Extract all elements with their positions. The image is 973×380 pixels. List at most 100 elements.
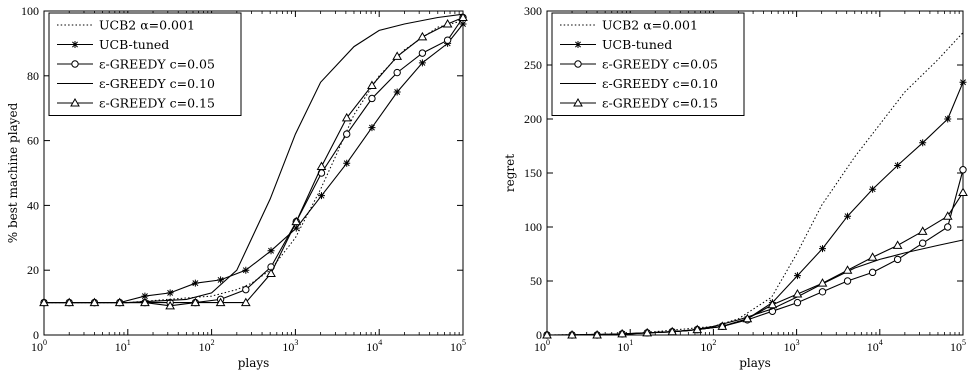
data-point [918, 239, 927, 247]
x-tick-label: 102 [199, 338, 215, 354]
data-point [843, 277, 852, 285]
data-point [341, 112, 352, 122]
data-point [417, 31, 428, 41]
legend: UCB2 α=0.001 UCB-tuned ε-GREEDY c=0.05 ε-GR… [551, 12, 745, 116]
data-point [368, 94, 376, 103]
plot-frame [43, 10, 464, 336]
data-point [191, 279, 199, 287]
data-point [242, 266, 250, 274]
y-tick-label: 250 [524, 58, 542, 72]
data-point [842, 265, 853, 274]
data-point [567, 329, 577, 339]
data-point [114, 297, 125, 307]
series-2 [543, 78, 967, 339]
x-tick-label: 101 [617, 338, 633, 354]
y-tick-label: 40 [27, 198, 39, 212]
data-point [70, 97, 80, 107]
data-point [742, 313, 753, 323]
data-point [291, 216, 302, 226]
y-tick-label: 150 [524, 166, 542, 180]
legend-entry: ε-GREEDY c=0.15 [99, 96, 215, 111]
legend: UCB2 α=0.001 UCB-tuned ε-GREEDY c=0.05 ε-GR… [48, 12, 242, 116]
x-tick-label: 100 [31, 338, 47, 354]
data-point [667, 326, 678, 336]
data-point [71, 41, 79, 48]
data-point [418, 49, 427, 57]
x-tick-label: 103 [784, 338, 800, 354]
data-point [166, 289, 174, 297]
data-point [217, 276, 225, 284]
x-tick-label: 100 [534, 338, 550, 354]
data-point [793, 298, 802, 307]
series-line [44, 16, 464, 307]
data-point [393, 68, 401, 77]
data-point [892, 240, 903, 249]
y-axis-label: regret [503, 154, 517, 192]
data-point [767, 299, 778, 309]
data-point [442, 18, 453, 28]
data-point [642, 327, 653, 337]
y-tick-label: 300 [524, 4, 542, 18]
data-point [817, 278, 828, 287]
data-point [458, 12, 468, 21]
data-point [944, 115, 952, 123]
data-point [592, 329, 602, 339]
data-point [617, 328, 627, 338]
data-point [574, 41, 582, 48]
data-point [844, 212, 852, 220]
legend-entry: UCB-tuned [99, 37, 169, 52]
y-tick-label: 200 [524, 112, 542, 126]
data-point [343, 130, 351, 138]
data-point [894, 161, 902, 169]
y-tick-label: 60 [27, 134, 39, 148]
x-tick-label: 101 [115, 338, 131, 354]
series-line [547, 192, 964, 336]
data-point [818, 288, 827, 296]
data-point [89, 297, 100, 307]
data-point [392, 51, 403, 60]
chart-2: 100 101 102 103 104 105 0 50 100 150 200 250 300 play… [503, 4, 968, 370]
data-point [819, 245, 827, 253]
y-tick-label: 80 [27, 69, 39, 83]
data-point [459, 20, 467, 28]
data-point [368, 124, 376, 132]
data-point [443, 36, 452, 44]
series-3 [543, 166, 967, 339]
legend-entry: UCB-tuned [602, 37, 672, 52]
data-point [316, 161, 327, 171]
data-point [190, 297, 201, 307]
chart-1: 100 101 102 103 104 105 0 20 40 60 80 100 plays % bes… [6, 4, 468, 370]
data-point [242, 285, 250, 294]
x-tick-label: 105 [950, 338, 966, 354]
series-line [546, 239, 964, 336]
data-point [959, 78, 967, 86]
data-point [141, 292, 149, 300]
data-point [574, 60, 582, 68]
data-point [919, 139, 927, 147]
data-point [418, 59, 426, 67]
data-point [917, 226, 928, 235]
x-tick-label: 104 [366, 338, 382, 354]
data-point [867, 252, 878, 261]
x-axis-label: plays [238, 356, 270, 370]
data-point [140, 297, 150, 307]
y-tick-label: 0 [536, 328, 542, 342]
legend-entry: UCB2 α=0.001 [99, 18, 195, 33]
data-point [942, 211, 953, 220]
x-tick-label: 104 [867, 338, 883, 354]
data-point [71, 60, 79, 68]
legend-entry: ε-GREEDY c=0.10 [99, 76, 215, 91]
data-point [317, 192, 325, 200]
data-point [893, 255, 902, 264]
data-point [393, 88, 401, 96]
x-tick-label: 102 [700, 338, 716, 354]
data-point [165, 300, 175, 310]
data-point [868, 268, 877, 277]
data-point [343, 159, 351, 167]
series-5 [39, 12, 468, 310]
x-tick-label: 105 [450, 338, 466, 354]
series-5 [542, 187, 968, 339]
y-axis-label: % best machine played [6, 102, 20, 243]
data-point [944, 223, 952, 231]
